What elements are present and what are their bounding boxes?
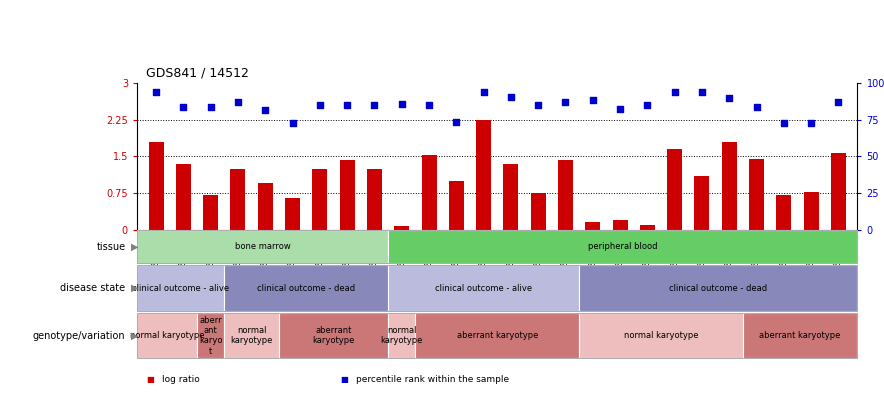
Text: aberr
ant
karyo
t: aberr ant karyo t (199, 316, 223, 356)
Text: clinical outcome - dead: clinical outcome - dead (257, 284, 355, 293)
Bar (339, 160, 354, 230)
Text: aberrant karyotype: aberrant karyotype (456, 331, 538, 340)
Point (203, 103, 217, 110)
Text: normal
karyotype: normal karyotype (380, 326, 423, 345)
Text: clinical outcome - dead: clinical outcome - dead (669, 284, 767, 293)
Bar (749, 159, 764, 230)
Bar (585, 222, 600, 230)
Point (667, 89, 682, 95)
Point (613, 105, 627, 112)
Text: ▶: ▶ (131, 331, 138, 341)
Text: log ratio: log ratio (162, 375, 200, 384)
Point (449, 119, 463, 126)
Text: disease state: disease state (60, 283, 126, 293)
Point (640, 102, 654, 108)
Bar (476, 120, 492, 230)
Text: ■: ■ (146, 375, 154, 384)
Bar (367, 169, 382, 230)
Point (368, 102, 382, 108)
Point (394, 101, 408, 107)
Bar (721, 142, 736, 230)
Text: GDS841 / 14512: GDS841 / 14512 (146, 66, 248, 79)
Bar (695, 176, 710, 230)
Point (750, 103, 764, 110)
Point (313, 102, 327, 108)
Point (422, 102, 436, 108)
Point (504, 94, 518, 100)
Text: aberrant
karyotype: aberrant karyotype (312, 326, 354, 345)
Point (531, 102, 545, 108)
Text: clinical outcome - alive: clinical outcome - alive (132, 284, 229, 293)
Text: clinical outcome - alive: clinical outcome - alive (435, 284, 532, 293)
Bar (285, 198, 300, 230)
Bar (176, 164, 191, 230)
Point (831, 99, 845, 105)
Text: genotype/variation: genotype/variation (33, 331, 126, 341)
Point (695, 89, 709, 95)
Text: percentile rank within the sample: percentile rank within the sample (356, 375, 509, 384)
Bar (613, 220, 628, 230)
Bar (640, 225, 655, 230)
Point (586, 97, 600, 103)
Point (231, 99, 245, 105)
Text: normal
karyotype: normal karyotype (231, 326, 273, 345)
Point (258, 107, 272, 113)
Bar (667, 149, 682, 230)
Text: ▶: ▶ (131, 242, 138, 251)
Bar (422, 156, 437, 230)
Text: peripheral blood: peripheral blood (588, 242, 658, 251)
Text: tissue: tissue (96, 242, 126, 251)
Text: ▶: ▶ (131, 283, 138, 293)
Text: aberrant karyotype: aberrant karyotype (759, 331, 841, 340)
Bar (149, 142, 164, 230)
Point (559, 99, 573, 105)
Bar (231, 169, 246, 230)
Bar (530, 193, 545, 230)
Point (286, 120, 300, 126)
Bar (449, 181, 464, 230)
Bar (558, 160, 573, 230)
Point (722, 95, 736, 101)
Point (804, 120, 819, 126)
Point (340, 102, 354, 108)
Bar (312, 169, 327, 230)
Bar (258, 183, 273, 230)
Bar (503, 164, 518, 230)
Point (149, 89, 164, 95)
Bar (776, 194, 791, 230)
Text: ■: ■ (340, 375, 348, 384)
Text: bone marrow: bone marrow (234, 242, 291, 251)
Bar (831, 154, 846, 230)
Text: normal karyotype: normal karyotype (624, 331, 698, 340)
Bar (804, 192, 819, 230)
Bar (394, 226, 409, 230)
Point (476, 89, 491, 95)
Point (777, 120, 791, 126)
Bar (203, 194, 218, 230)
Point (176, 103, 190, 110)
Text: normal karyotype: normal karyotype (130, 331, 204, 340)
